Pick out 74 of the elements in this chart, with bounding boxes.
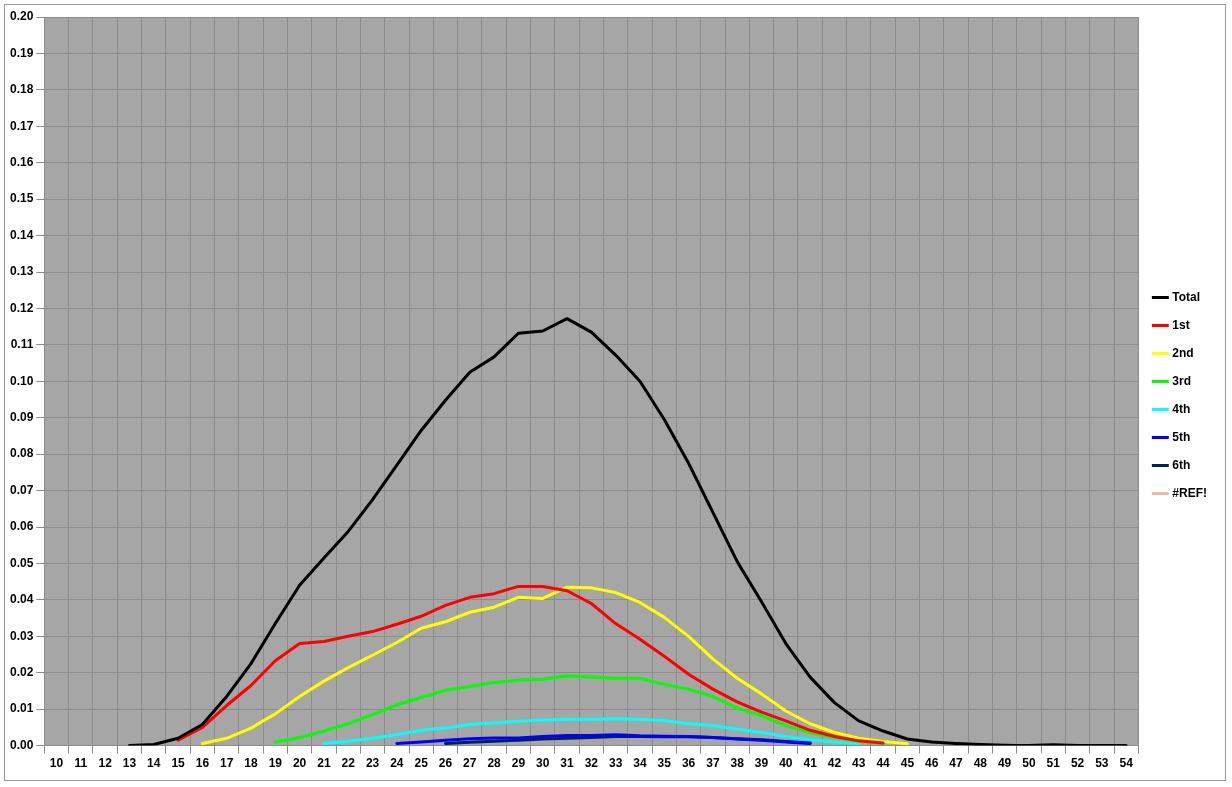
y-tick-label: 0.06 xyxy=(10,519,34,534)
y-tick-label: 0.08 xyxy=(10,446,34,461)
x-tick-label: 12 xyxy=(98,756,113,771)
y-tick-label: 0.00 xyxy=(10,737,34,752)
x-tick-label: 27 xyxy=(463,756,477,771)
x-tick-label: 40 xyxy=(779,756,793,771)
y-tick-label: 0.18 xyxy=(10,82,34,97)
legend-label: 1st xyxy=(1172,317,1190,332)
x-tick-label: 52 xyxy=(1070,756,1085,771)
x-tick-label: 54 xyxy=(1119,756,1134,771)
x-tick-label: 43 xyxy=(852,756,866,771)
legend-label: 5th xyxy=(1172,429,1191,444)
y-tick-label: 0.04 xyxy=(10,592,34,607)
y-tick-label: 0.10 xyxy=(10,373,34,388)
legend-label: 2nd xyxy=(1172,345,1194,360)
y-tick-label: 0.01 xyxy=(10,701,34,716)
x-tick-label: 34 xyxy=(633,756,647,771)
x-tick-label: 26 xyxy=(438,756,453,771)
y-tick-label: 0.16 xyxy=(10,155,34,170)
x-tick-label: 10 xyxy=(49,756,64,771)
legend-label: 4th xyxy=(1172,401,1191,416)
y-tick-label: 0.13 xyxy=(10,264,34,279)
x-tick-label: 33 xyxy=(608,756,623,771)
x-tick-label: 15 xyxy=(171,756,186,771)
x-tick-label: 20 xyxy=(292,756,307,771)
x-tick-label: 18 xyxy=(244,756,258,771)
x-tick-label: 53 xyxy=(1095,756,1109,771)
x-tick-label: 39 xyxy=(754,756,769,771)
x-tick-label: 41 xyxy=(803,756,818,771)
x-tick-label: 36 xyxy=(681,756,696,771)
x-tick-label: 50 xyxy=(1022,756,1036,771)
y-tick-label: 0.14 xyxy=(10,227,34,242)
x-tick-label: 16 xyxy=(195,756,210,771)
x-tick-label: 22 xyxy=(341,756,356,771)
x-tick-label: 29 xyxy=(511,756,526,771)
x-tick-label: 44 xyxy=(876,756,891,771)
x-tick-label: 48 xyxy=(973,756,988,771)
y-tick-label: 0.20 xyxy=(10,9,34,24)
y-tick-label: 0.15 xyxy=(10,191,34,206)
x-tick-label: 23 xyxy=(365,756,380,771)
y-tick-label: 0.02 xyxy=(10,665,34,680)
y-tick-label: 0.05 xyxy=(10,555,34,570)
x-tick-label: 38 xyxy=(730,756,745,771)
x-tick-label: 28 xyxy=(487,756,502,771)
x-tick-label: 25 xyxy=(414,756,429,771)
y-tick-label: 0.09 xyxy=(10,410,34,425)
y-tick-label: 0.12 xyxy=(10,300,34,315)
x-tick-label: 42 xyxy=(827,756,842,771)
x-tick-label: 14 xyxy=(147,756,161,771)
x-tick-label: 45 xyxy=(900,756,915,771)
x-tick-label: 11 xyxy=(74,756,88,771)
y-tick-label: 0.17 xyxy=(10,118,34,133)
legend-label: #REF! xyxy=(1172,485,1207,500)
x-tick-label: 32 xyxy=(584,756,599,771)
x-tick-label: 13 xyxy=(122,756,137,771)
x-tick-label: 46 xyxy=(925,756,939,771)
legend-label: 6th xyxy=(1172,457,1191,472)
y-tick-label: 0.19 xyxy=(10,45,34,60)
x-tick-label: 31 xyxy=(560,756,575,771)
x-tick-label: 17 xyxy=(220,756,234,771)
x-tick-label: 19 xyxy=(268,756,283,771)
x-tick-label: 24 xyxy=(390,756,404,771)
x-tick-label: 37 xyxy=(706,756,720,771)
x-tick-label: 30 xyxy=(536,756,550,771)
y-tick-label: 0.11 xyxy=(10,337,34,352)
y-tick-label: 0.03 xyxy=(10,628,34,643)
x-tick-label: 21 xyxy=(317,756,331,771)
x-tick-label: 35 xyxy=(657,756,672,771)
x-tick-label: 51 xyxy=(1046,756,1061,771)
legend-label: 3rd xyxy=(1172,373,1192,388)
legend-label: Total xyxy=(1172,289,1201,304)
x-tick-label: 49 xyxy=(997,756,1012,771)
x-tick-label: 47 xyxy=(949,756,963,771)
y-tick-label: 0.07 xyxy=(10,482,34,497)
